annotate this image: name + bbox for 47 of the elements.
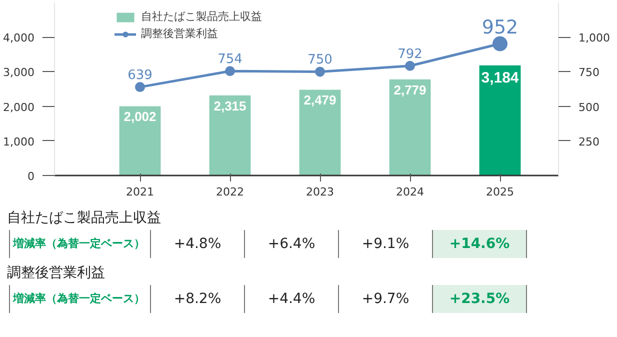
point — [225, 66, 235, 76]
point — [315, 66, 325, 77]
text: +9.7% — [339, 285, 433, 313]
data-label: 2,479 — [304, 92, 336, 108]
data-label: 952 — [482, 16, 518, 39]
text: +6.4% — [245, 230, 339, 258]
text: +4.8% — [151, 230, 245, 258]
text: 増減率（為替一定ベース） — [9, 285, 151, 313]
bar — [479, 65, 521, 176]
x-tick-label: 2021 — [126, 186, 154, 198]
bar — [389, 79, 431, 176]
data-label: 2,002 — [124, 109, 156, 124]
data-label: 750 — [308, 52, 332, 68]
text: 自社たばこ製品売上収益 — [7, 209, 162, 227]
bar — [119, 106, 161, 176]
bar — [299, 90, 341, 176]
x-tick-label: 2025 — [486, 186, 514, 198]
text: +8.2% — [151, 285, 245, 313]
data-label: 3,184 — [481, 69, 520, 86]
point — [405, 60, 415, 71]
text: 調整後営業利益 — [7, 264, 106, 282]
text: +9.1% — [339, 230, 433, 258]
y2-tick-label: 250 — [578, 135, 600, 148]
data-label: 639 — [128, 68, 152, 84]
legend-label: 自社たばこ製品売上収益 — [141, 9, 262, 24]
text: +23.5% — [433, 285, 527, 313]
text: +14.6% — [433, 230, 527, 258]
x-tick-label: 2022 — [216, 186, 244, 198]
y-tick-label: 3,000 — [3, 66, 35, 80]
data-label: 792 — [398, 46, 422, 62]
y2-tick-label: 1,000 — [578, 32, 610, 45]
point — [135, 82, 145, 92]
y-tick-label: 2,000 — [3, 100, 35, 114]
text: +4.4% — [245, 285, 339, 313]
y-tick-label: 4,000 — [3, 32, 35, 45]
legend-label: 調整後営業利益 — [141, 26, 218, 41]
x-tick-label: 2024 — [396, 186, 424, 198]
x-tick-label: 2023 — [306, 186, 334, 198]
bar — [209, 95, 251, 176]
data-label: 2,779 — [394, 82, 426, 98]
data-label: 2,315 — [214, 98, 246, 114]
data-label: 754 — [218, 52, 242, 68]
y-tick-label: 1,000 — [3, 135, 35, 148]
y2-tick-label: 500 — [578, 100, 600, 114]
y-tick-label: 0 — [28, 170, 34, 183]
y2-tick-label: 750 — [578, 66, 600, 80]
text: 増減率（為替一定ベース） — [9, 230, 151, 258]
